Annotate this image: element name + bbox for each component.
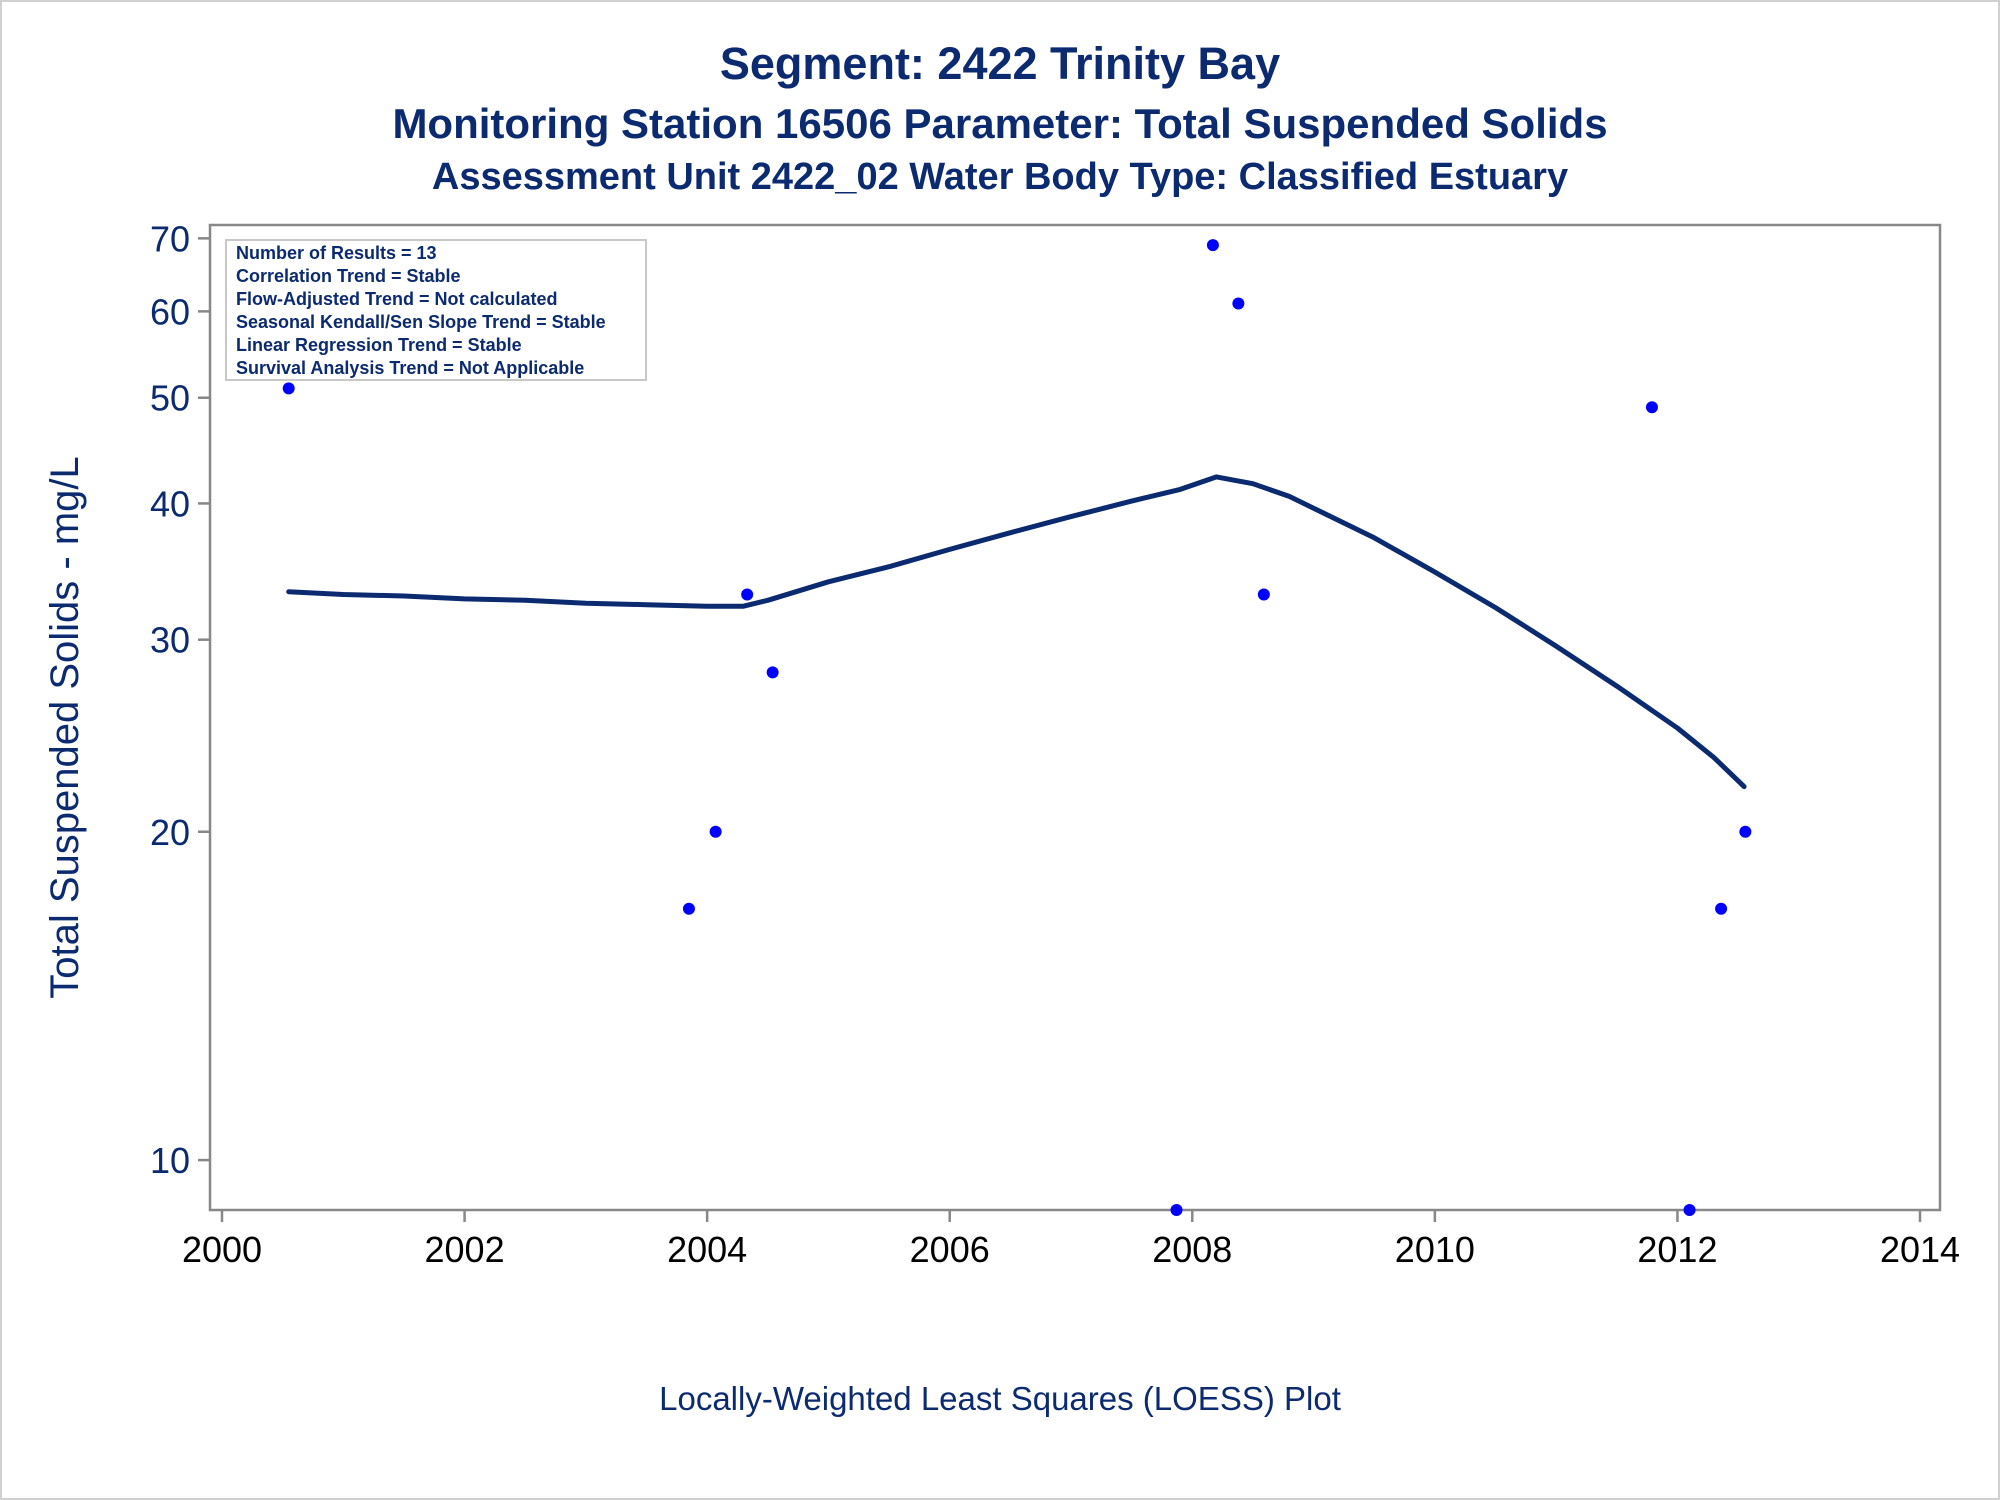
- trend-summary-line: Survival Analysis Trend = Not Applicable: [236, 358, 584, 378]
- data-point: [682, 902, 695, 915]
- data-point: [1715, 902, 1728, 915]
- data-point: [1206, 239, 1219, 252]
- y-axis: 10 20 30 40 50 60 70: [150, 218, 210, 1181]
- data-point: [1170, 1204, 1183, 1216]
- x-tick-label: 2006: [910, 1229, 990, 1270]
- chart-subtitle-assessment: Assessment Unit 2422_02 Water Body Type:…: [431, 156, 1569, 198]
- y-tick-label: 30: [150, 620, 190, 661]
- y-tick-label: 60: [150, 291, 190, 332]
- x-tick-label: 2002: [425, 1229, 505, 1270]
- loess-curve-layer: [286, 474, 1747, 790]
- loess-curve: [286, 474, 1747, 790]
- trend-summary-line: Flow-Adjusted Trend = Not calculated: [236, 289, 558, 309]
- x-tick-label: 2010: [1395, 1229, 1475, 1270]
- data-point: [1739, 825, 1752, 838]
- trend-summary-border: [225, 239, 647, 381]
- trend-summary-line: Correlation Trend = Stable: [236, 266, 461, 286]
- data-point: [766, 666, 779, 679]
- data-point: [1683, 1204, 1696, 1216]
- data-point: [1645, 401, 1658, 414]
- chart-title: Segment: 2422 Trinity Bay: [719, 38, 1281, 89]
- y-tick-label: 50: [150, 378, 190, 419]
- chart-footnote: Locally-Weighted Least Squares (LOESS) P…: [659, 1380, 1341, 1417]
- x-tick-label: 2014: [1880, 1229, 1960, 1270]
- y-tick-label: 10: [150, 1140, 190, 1181]
- scatter-points-layer: [282, 239, 1752, 1216]
- trend-summary-line: Number of Results = 13: [236, 243, 437, 263]
- data-point: [282, 382, 295, 395]
- data-point: [741, 588, 754, 601]
- x-tick-label: 2008: [1152, 1229, 1232, 1270]
- trend-summary-box: Number of Results = 13 Correlation Trend…: [225, 239, 647, 381]
- x-axis: 2000 2002 2004 2006 2008 2010 2012 2014: [182, 1210, 1960, 1270]
- y-tick-label: 70: [150, 218, 190, 259]
- x-tick-label: 2000: [182, 1229, 262, 1270]
- data-point: [1257, 588, 1270, 601]
- y-tick-label: 40: [150, 483, 190, 524]
- trend-summary-line: Seasonal Kendall/Sen Slope Trend = Stabl…: [236, 312, 606, 332]
- x-tick-label: 2012: [1637, 1229, 1717, 1270]
- y-tick-label: 20: [150, 812, 190, 853]
- data-point: [709, 825, 722, 838]
- data-point: [1232, 297, 1245, 310]
- trend-summary-line: Linear Regression Trend = Stable: [236, 335, 522, 355]
- plot-area: [208, 223, 1942, 1212]
- x-tick-label: 2004: [667, 1229, 747, 1270]
- y-axis-label: Total Suspended Solids - mg/L: [43, 456, 87, 999]
- chart-subtitle-parameter: Monitoring Station 16506 Parameter: Tota…: [392, 100, 1608, 147]
